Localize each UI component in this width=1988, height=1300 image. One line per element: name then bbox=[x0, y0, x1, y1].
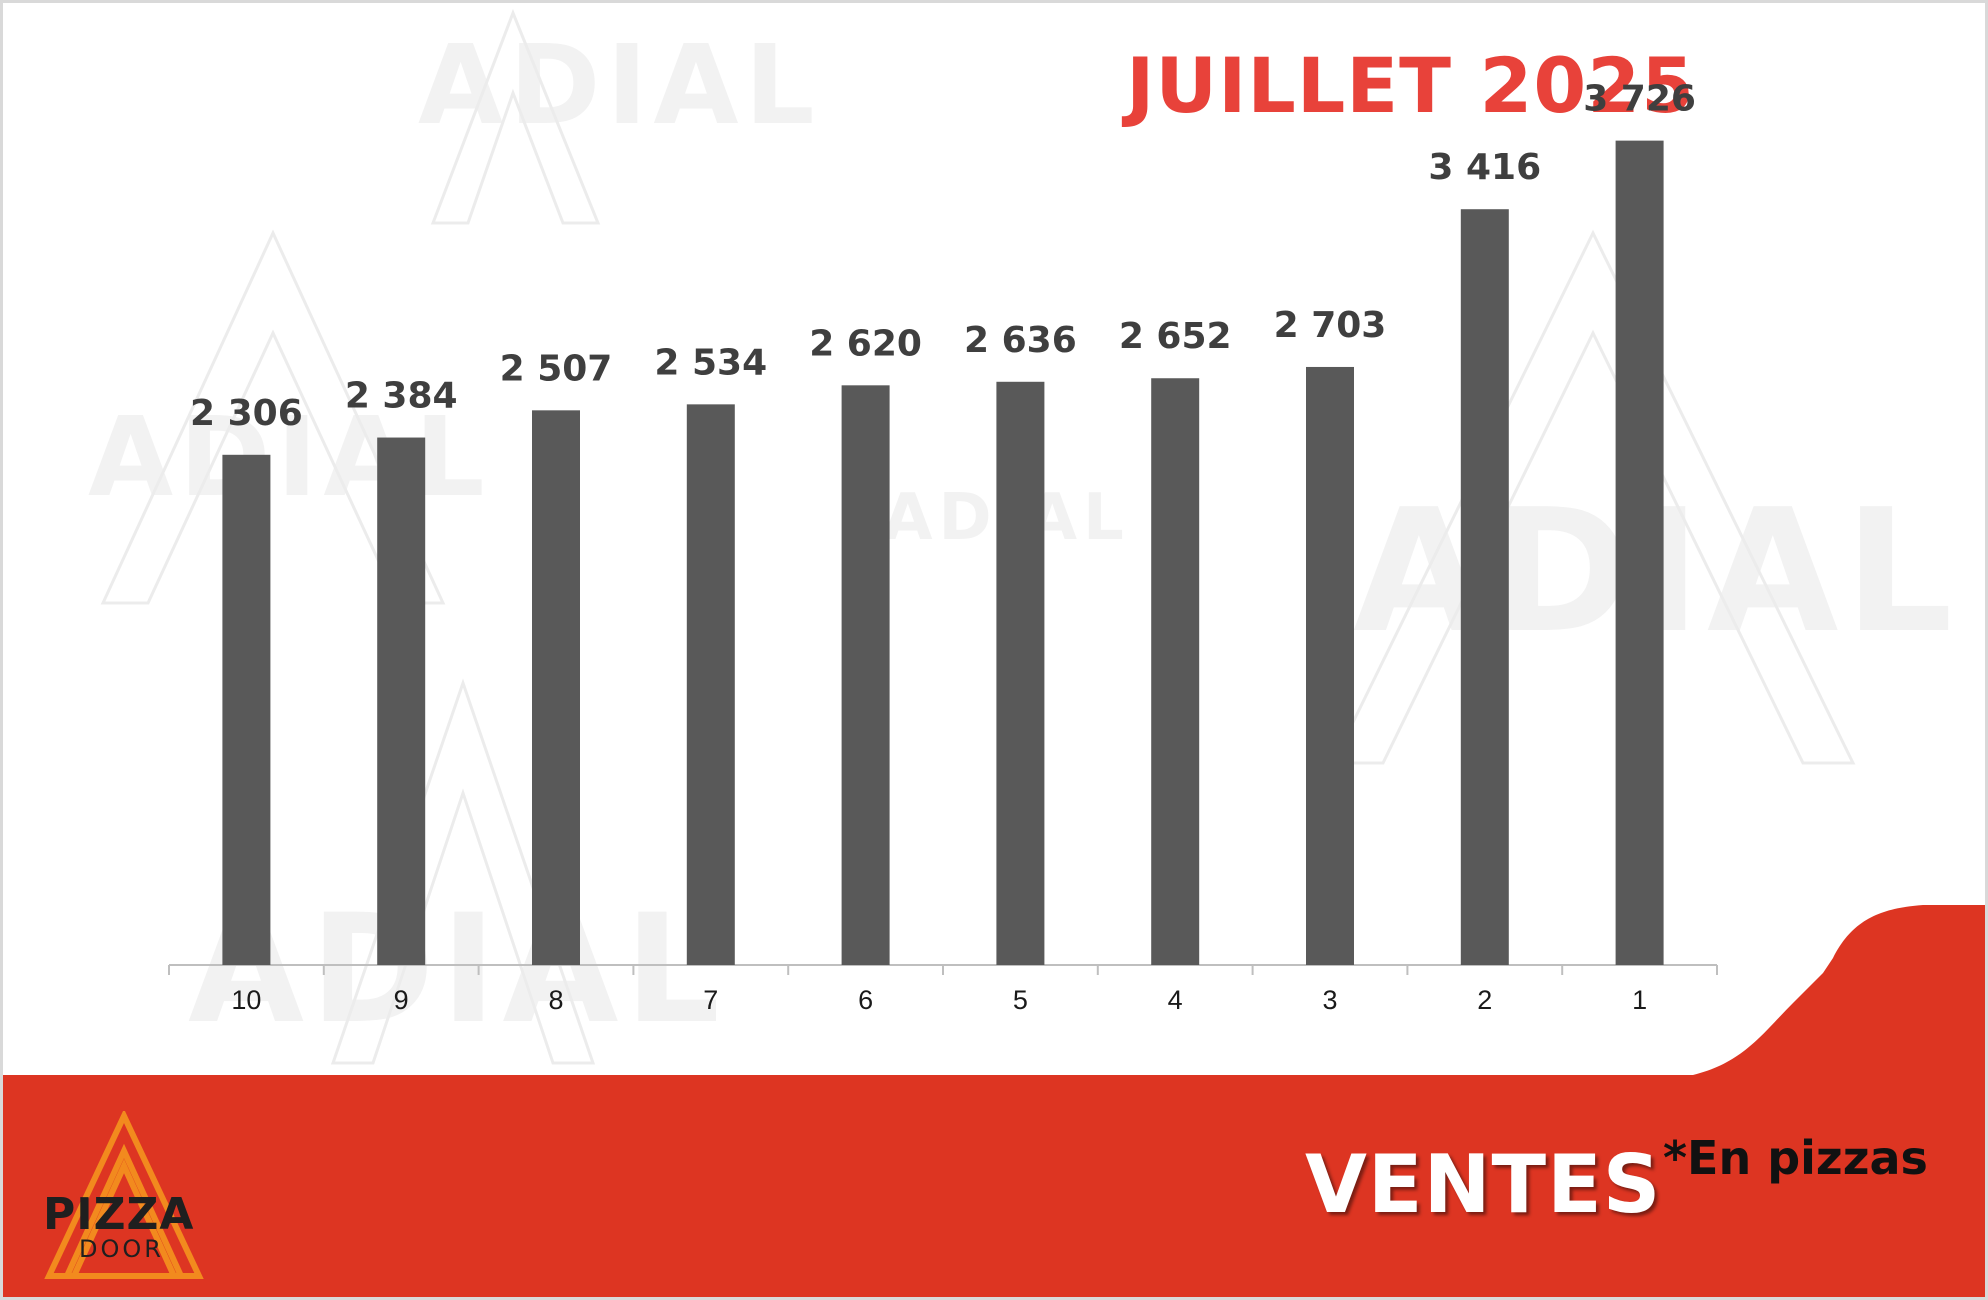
data-label: 2 636 bbox=[964, 320, 1077, 361]
data-label: 3 416 bbox=[1428, 147, 1541, 188]
x-tick-label: 10 bbox=[231, 985, 261, 1015]
logo-word: PIZZA bbox=[43, 1189, 195, 1240]
data-label: 2 306 bbox=[190, 393, 303, 434]
data-label: 3 726 bbox=[1583, 79, 1696, 120]
x-tick-label: 2 bbox=[1477, 985, 1492, 1015]
data-label: 2 534 bbox=[654, 342, 767, 383]
x-tick-label: 5 bbox=[1013, 985, 1028, 1015]
bar bbox=[686, 404, 735, 965]
x-tick-label: 4 bbox=[1168, 985, 1183, 1015]
x-tick-label: 6 bbox=[858, 985, 873, 1015]
logo-subword: DOOR bbox=[79, 1235, 164, 1263]
bar bbox=[532, 410, 580, 965]
x-tick-label: 3 bbox=[1322, 985, 1337, 1015]
data-label: 2 652 bbox=[1119, 316, 1232, 357]
bar bbox=[1306, 366, 1354, 965]
watermark-text: ADIAL bbox=[188, 883, 727, 1057]
unit-note: *En pizzas bbox=[1663, 1131, 1928, 1185]
bar bbox=[1615, 140, 1664, 965]
bar-chart: 2 306 10 2 384 9 2 507 8 2 534 7 2 620 6 2 636 5 2 6… bbox=[168, 79, 1718, 1015]
x-tick-label: 8 bbox=[548, 985, 563, 1015]
bar bbox=[841, 385, 890, 965]
footer-label: VENTES bbox=[1305, 1138, 1662, 1231]
bar bbox=[1151, 378, 1200, 965]
data-label: 2 703 bbox=[1274, 305, 1387, 346]
footer-band bbox=[3, 905, 1985, 1297]
pizza-door-logo-icon bbox=[44, 1111, 204, 1279]
bar bbox=[377, 437, 426, 965]
x-tick-label: 1 bbox=[1632, 985, 1647, 1015]
data-label: 2 384 bbox=[345, 376, 458, 417]
x-tick-label: 7 bbox=[703, 985, 718, 1015]
data-label: 2 620 bbox=[809, 323, 922, 364]
x-tick-label: 9 bbox=[394, 985, 409, 1015]
bar bbox=[222, 454, 271, 965]
chart-title: JUILLET 2025 bbox=[1126, 41, 1695, 130]
bar bbox=[996, 381, 1045, 965]
bar bbox=[1460, 209, 1509, 965]
data-label: 2 507 bbox=[500, 348, 613, 389]
